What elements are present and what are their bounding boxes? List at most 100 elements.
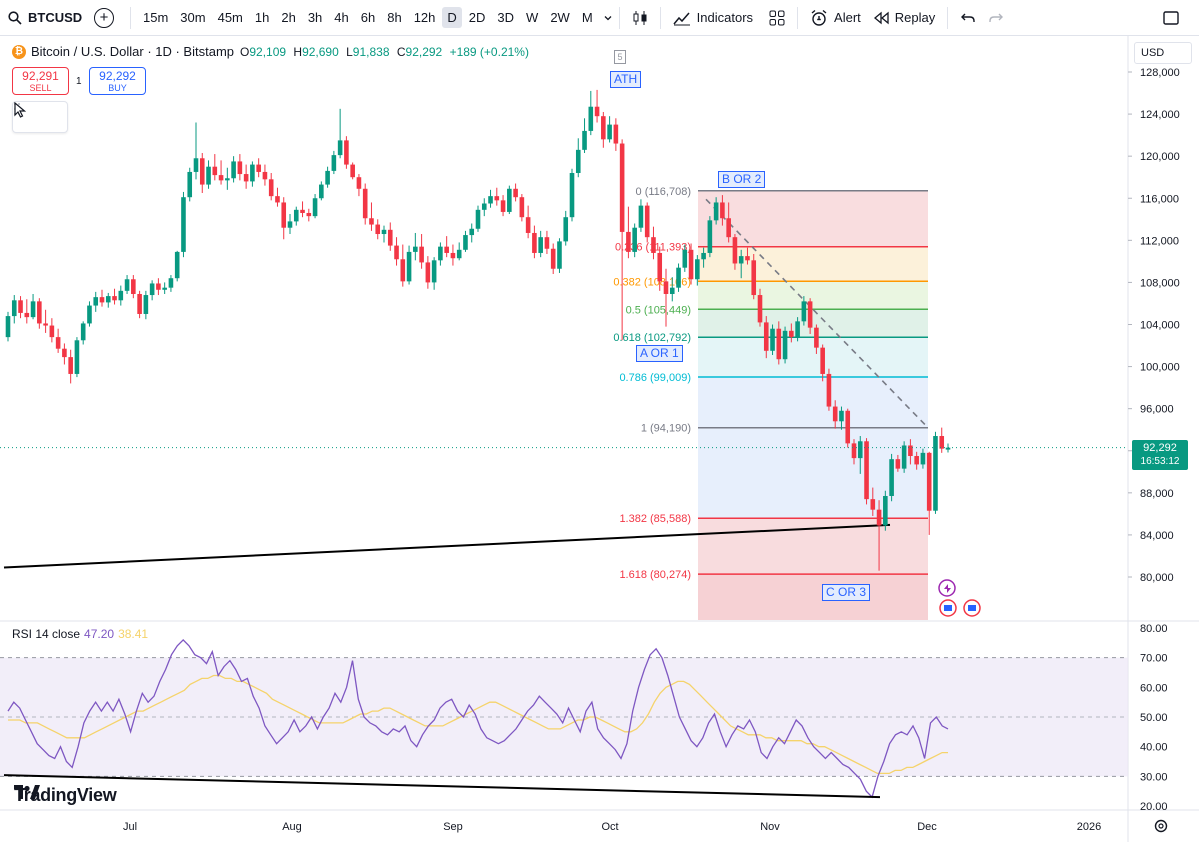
symbol-search[interactable]: BTCUSD: [0, 10, 88, 25]
candle-body: [745, 256, 750, 261]
settings-icon[interactable]: [1154, 819, 1168, 833]
candle-body: [105, 296, 111, 303]
ath-label: ATH: [610, 71, 642, 88]
candle-body: [149, 283, 155, 296]
candle-body: [857, 441, 863, 459]
interval-6h[interactable]: 6h: [360, 10, 376, 25]
rsi-tick-label: 40.00: [1140, 742, 1168, 754]
candle-body: [864, 441, 869, 500]
sell-button[interactable]: 92,291 SELL: [12, 67, 69, 95]
fib-zone-band: [698, 309, 928, 338]
cursor-icon[interactable]: [13, 102, 27, 118]
candle-body: [532, 232, 537, 253]
redo-icon[interactable]: [982, 4, 1010, 32]
candle-body: [400, 259, 406, 282]
candle-body: [187, 171, 193, 198]
interval-3d[interactable]: 3D: [497, 10, 515, 25]
candle-body: [18, 300, 23, 313]
interval-1h[interactable]: 1h: [254, 10, 270, 25]
candle-body: [701, 252, 706, 260]
candle-body: [312, 198, 318, 217]
order-quantity[interactable]: 1: [76, 76, 82, 87]
buy-button[interactable]: 92,292 BUY: [89, 67, 146, 95]
interval-4h[interactable]: 4h: [334, 10, 349, 25]
candle-body: [494, 196, 500, 201]
candle-body: [275, 196, 280, 203]
candle-body: [945, 447, 951, 450]
buy-label: BUY: [108, 83, 127, 93]
fib-zone-band: [698, 574, 928, 620]
candle-body: [174, 251, 180, 279]
candle-body: [626, 231, 631, 252]
candle-body: [218, 175, 224, 181]
replay-button[interactable]: Replay: [867, 7, 941, 28]
interval-d[interactable]: D: [442, 7, 462, 28]
candle-body: [80, 323, 86, 341]
candle-body: [638, 205, 644, 228]
fib-level-label: 0.5 (105,449): [626, 304, 691, 316]
layouts-icon[interactable]: [763, 4, 791, 32]
interval-group: 15m 30m 45m 1h 2h 3h 4h 6h 8h 12h D 2D 3D W 2W M: [137, 7, 599, 28]
fib-level-label: 0.618 (102,792): [613, 332, 691, 344]
alert-label: Alert: [834, 10, 861, 25]
alert-button[interactable]: Alert: [804, 6, 867, 30]
interval-m[interactable]: M: [581, 10, 593, 25]
candle-body: [488, 196, 493, 204]
candle-body: [757, 295, 763, 323]
interval-30m[interactable]: 30m: [180, 10, 206, 25]
rsi-tick-label: 80.00: [1140, 623, 1168, 635]
interval-45m[interactable]: 45m: [217, 10, 243, 25]
price-tick-label: 128,000: [1140, 67, 1180, 79]
undo-icon[interactable]: [954, 4, 982, 32]
candle-body: [588, 106, 594, 131]
fib-zone-band: [698, 281, 928, 310]
fib-level-label: 0 (116,708): [636, 186, 691, 198]
interval-12h[interactable]: 12h: [413, 10, 436, 25]
candle-body: [895, 459, 901, 469]
candle-body: [720, 202, 725, 219]
interval-3h[interactable]: 3h: [307, 10, 323, 25]
fib-level-label: 0.786 (99,009): [619, 372, 691, 384]
candle-body: [475, 209, 481, 229]
brand-name: TradingView: [14, 785, 117, 805]
candle-body: [594, 106, 600, 117]
indicators-button[interactable]: Indicators: [667, 7, 759, 29]
candle-body: [256, 164, 261, 172]
candle-body: [544, 237, 550, 249]
candle-body: [557, 241, 562, 269]
candle-body: [657, 252, 663, 282]
candle-body: [431, 260, 437, 283]
candle-body: [55, 337, 61, 349]
symbol-legend: ₿ Bitcoin / U.S. Dollar · 1D · Bitstamp …: [12, 44, 533, 59]
chart-canvas[interactable]: 128,000 124,000 120,000 116,000 112,000 108,0…: [0, 36, 1199, 842]
interval-15m[interactable]: 15m: [143, 10, 169, 25]
compare-add-icon[interactable]: +: [94, 7, 114, 28]
candle-body: [74, 340, 80, 374]
interval-2w[interactable]: 2W: [550, 10, 570, 25]
chart-area[interactable]: 128,000 124,000 120,000 116,000 112,000 108,0…: [0, 36, 1199, 842]
candle-body: [37, 301, 42, 324]
candle-body: [419, 246, 424, 263]
price-tick-label: 80,000: [1140, 572, 1174, 584]
interval-w[interactable]: W: [526, 10, 539, 25]
indicators-label: Indicators: [696, 10, 754, 25]
candle-body: [901, 445, 907, 469]
candle-body: [375, 224, 381, 235]
candle-body: [751, 260, 757, 296]
candle-body: [669, 287, 675, 294]
candle-body: [525, 217, 531, 233]
fib-level-label: 0.382 (108,106): [613, 276, 691, 288]
close-value: 92,292: [405, 44, 443, 59]
candles-style-icon[interactable]: [626, 4, 654, 32]
interval-8h[interactable]: 8h: [387, 10, 402, 25]
chevron-down-icon[interactable]: [603, 13, 613, 23]
candle-body: [663, 281, 669, 294]
fullscreen-icon[interactable]: [1157, 4, 1185, 32]
candle-body: [569, 173, 575, 218]
currency-selector[interactable]: USD: [1134, 42, 1192, 64]
interval-2h[interactable]: 2h: [281, 10, 296, 25]
interval-2d[interactable]: 2D: [468, 10, 486, 25]
ohlc-values: O92,109 H92,690 L91,838 C92,292 +189 (+0…: [240, 45, 533, 59]
candle-body: [889, 459, 894, 496]
candle-body: [607, 124, 612, 140]
